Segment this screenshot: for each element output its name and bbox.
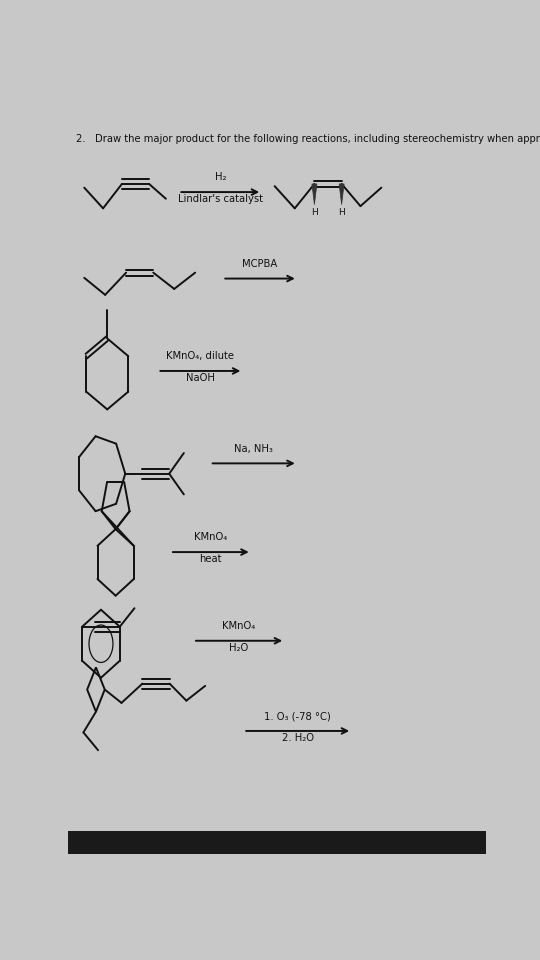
Text: Lindlar's catalyst: Lindlar's catalyst	[178, 194, 263, 204]
Polygon shape	[312, 184, 317, 204]
Text: Na, NH₃: Na, NH₃	[234, 444, 273, 454]
Text: KMnO₄, dilute: KMnO₄, dilute	[166, 351, 234, 361]
Text: H: H	[311, 208, 318, 217]
Polygon shape	[339, 184, 344, 204]
Text: 1. O₃ (-78 °C): 1. O₃ (-78 °C)	[264, 711, 331, 721]
Text: KMnO₄: KMnO₄	[222, 621, 256, 631]
Text: MCPBA: MCPBA	[242, 259, 278, 269]
Text: 2.   Draw the major product for the following reactions, including stereochemist: 2. Draw the major product for the follow…	[76, 133, 540, 144]
Text: 2. H₂O: 2. H₂O	[282, 733, 314, 743]
Text: H: H	[338, 208, 345, 217]
Text: heat: heat	[200, 554, 222, 564]
Text: H₂: H₂	[214, 173, 226, 182]
Text: KMnO₄: KMnO₄	[194, 533, 227, 542]
Text: NaOH: NaOH	[186, 373, 215, 383]
Bar	[68, 830, 486, 854]
Text: H₂O: H₂O	[230, 643, 249, 653]
